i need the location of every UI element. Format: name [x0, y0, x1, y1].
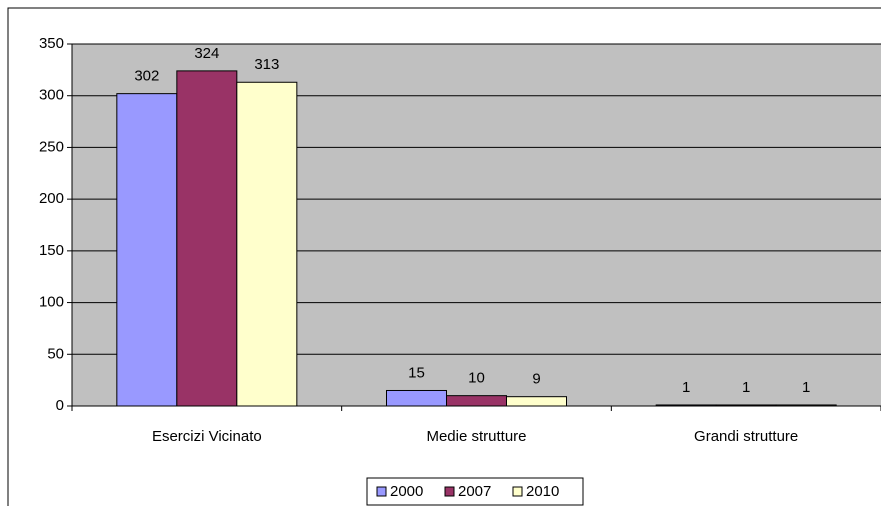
data-label: 302: [134, 68, 159, 85]
legend-swatch: [444, 486, 455, 497]
data-label: 313: [254, 56, 279, 73]
legend-label: 2007: [458, 483, 491, 500]
data-label: 15: [408, 364, 425, 381]
y-tick-label: 50: [47, 345, 64, 362]
legend-swatch: [376, 486, 387, 497]
bar: [446, 395, 507, 407]
data-label: 9: [532, 371, 540, 388]
y-tick-label: 350: [39, 35, 64, 52]
x-tick-label: Esercizi Vicinato: [152, 428, 262, 445]
y-tick-label: 200: [39, 190, 64, 207]
y-tick-label: 100: [39, 294, 64, 311]
data-label: 1: [802, 379, 810, 396]
legend-label: 2010: [526, 483, 559, 500]
data-label: 1: [742, 379, 750, 396]
data-label: 1: [682, 379, 690, 396]
bar: [386, 389, 447, 407]
x-tick-label: Grandi strutture: [694, 428, 798, 445]
x-tick-label: Medie strutture: [426, 428, 526, 445]
y-tick-label: 250: [39, 138, 64, 155]
data-label: 324: [194, 45, 219, 62]
y-tick-label: 150: [39, 242, 64, 259]
legend-swatch: [512, 486, 523, 497]
legend-box: [366, 477, 584, 506]
bar: [116, 93, 178, 407]
data-label: 10: [468, 370, 485, 387]
bar: [236, 81, 298, 407]
legend-label: 2000: [390, 483, 423, 500]
bar: [506, 396, 567, 407]
y-tick-label: 300: [39, 87, 64, 104]
y-tick-label: 0: [56, 397, 64, 414]
bar: [176, 70, 238, 407]
